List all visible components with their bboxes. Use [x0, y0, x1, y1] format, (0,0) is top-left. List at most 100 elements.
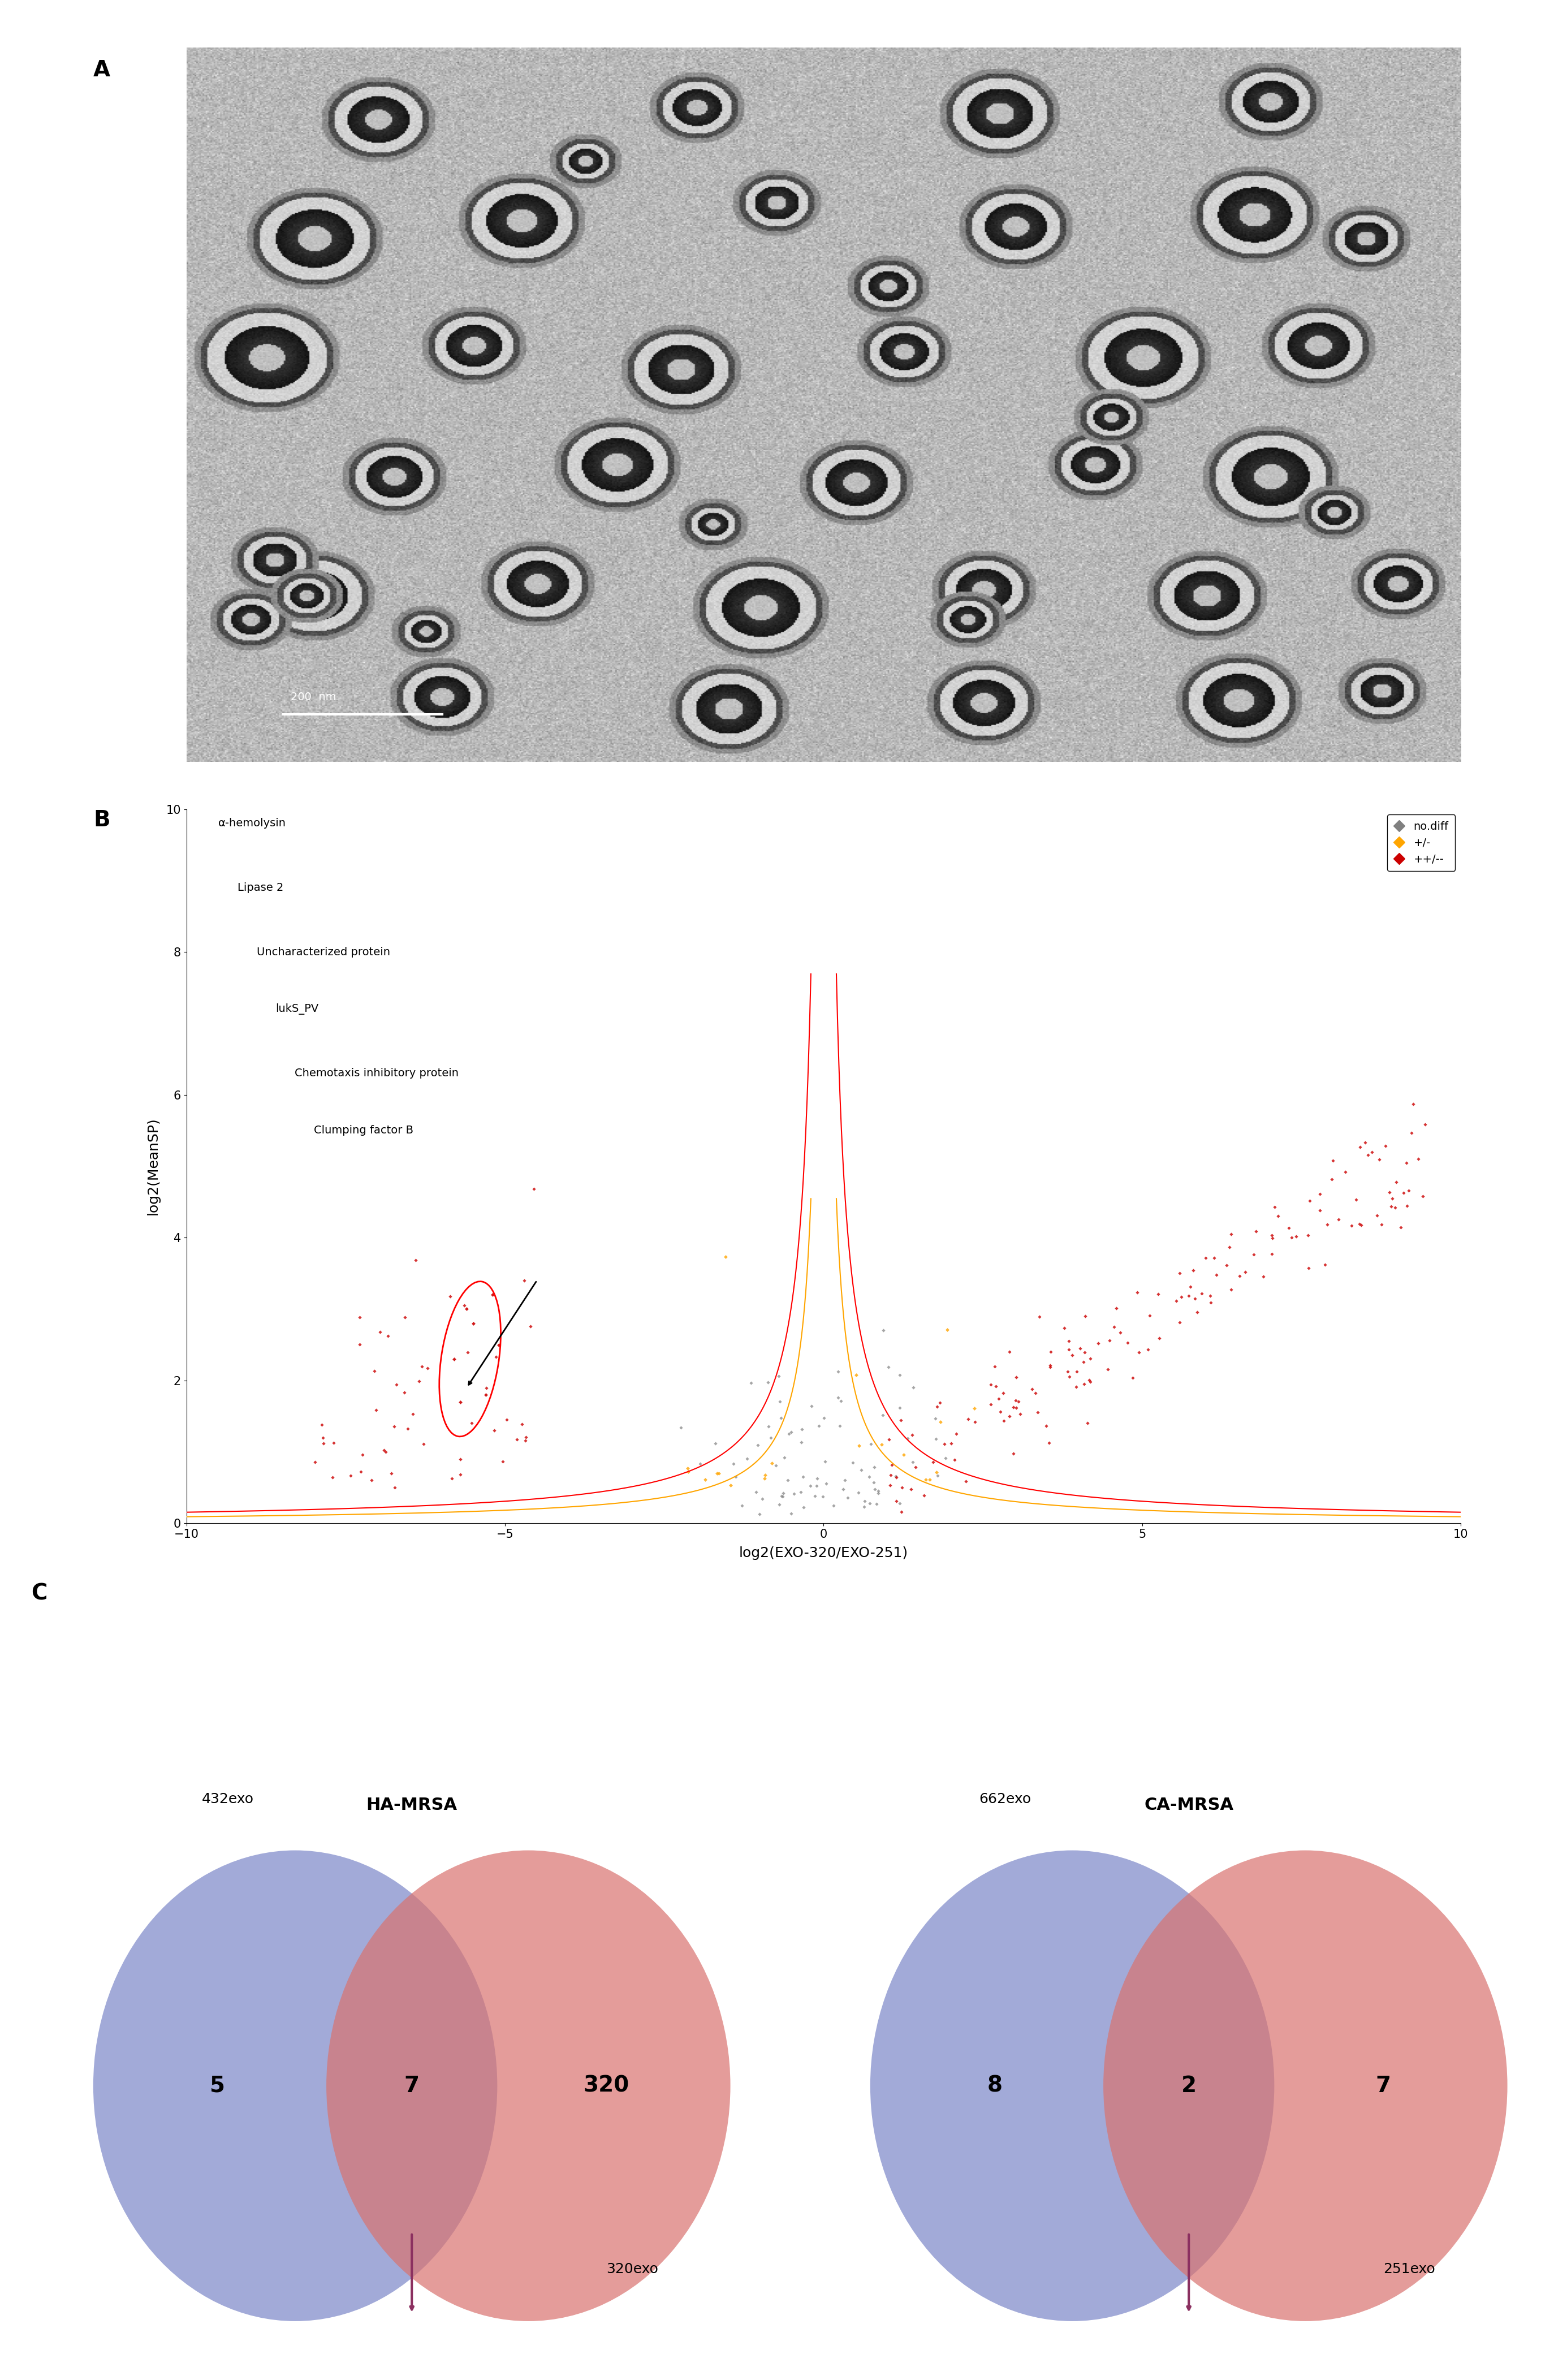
Point — [1057, 1357, 1082, 1395]
Point — [1218, 1216, 1243, 1254]
Point — [303, 1442, 328, 1480]
Point — [706, 1454, 730, 1492]
Point — [392, 1373, 416, 1411]
Point — [768, 1485, 793, 1523]
Point — [831, 1471, 856, 1509]
Point — [998, 1397, 1023, 1435]
Point — [1217, 1228, 1242, 1266]
Ellipse shape — [870, 1849, 1274, 2321]
Point — [991, 1402, 1016, 1440]
Point — [805, 1459, 830, 1497]
Point — [878, 1457, 903, 1495]
Point — [407, 1361, 432, 1399]
Point — [713, 1238, 738, 1276]
Point — [803, 1466, 828, 1504]
Point — [455, 1333, 480, 1371]
Point — [799, 1466, 824, 1504]
Point — [1164, 1283, 1189, 1321]
Point — [813, 1442, 838, 1480]
Point — [1136, 1330, 1161, 1368]
Point — [474, 1368, 499, 1407]
Point — [847, 1473, 872, 1511]
Point — [998, 1333, 1023, 1371]
Point — [1023, 1373, 1047, 1411]
Point — [813, 1464, 838, 1502]
Point — [1394, 1145, 1419, 1183]
Point — [923, 1399, 948, 1438]
Point — [922, 1442, 946, 1480]
Point — [1181, 1252, 1206, 1290]
Point — [1366, 1140, 1391, 1178]
Point — [1145, 1276, 1170, 1314]
Point — [1277, 1209, 1302, 1247]
Point — [474, 1376, 499, 1414]
Point — [1178, 1269, 1203, 1307]
Point — [914, 1461, 939, 1499]
Point — [900, 1442, 925, 1480]
Point — [791, 1457, 816, 1495]
Point — [1243, 1211, 1268, 1250]
Point — [1385, 1164, 1409, 1202]
Point — [769, 1399, 794, 1438]
Point — [889, 1402, 914, 1440]
Point — [847, 1426, 872, 1464]
Point — [1007, 1395, 1032, 1433]
Point — [1380, 1180, 1405, 1219]
Text: Lipase 2: Lipase 2 — [238, 883, 283, 892]
Point — [841, 1445, 866, 1483]
Point — [1064, 1352, 1089, 1390]
Point — [517, 1307, 542, 1345]
Point — [1340, 1207, 1364, 1245]
Point — [1077, 1364, 1102, 1402]
Point — [410, 1426, 435, 1464]
Point — [1397, 1171, 1422, 1209]
Point — [1262, 1188, 1287, 1226]
Point — [1315, 1204, 1340, 1242]
Text: lukS_PV: lukS_PV — [275, 1004, 319, 1014]
Point — [802, 1478, 827, 1516]
Point — [309, 1407, 334, 1445]
Text: 2: 2 — [1181, 2075, 1197, 2097]
Point — [1319, 1161, 1344, 1200]
Point — [1005, 1383, 1030, 1421]
Text: 5: 5 — [210, 2075, 225, 2097]
Point — [513, 1421, 538, 1459]
Point — [401, 1395, 426, 1433]
Point — [1260, 1219, 1285, 1257]
Point — [1298, 1180, 1322, 1219]
Point — [956, 1399, 981, 1438]
Point — [718, 1466, 743, 1504]
Point — [729, 1488, 754, 1526]
Point — [382, 1407, 407, 1445]
Point — [1383, 1188, 1408, 1226]
Point — [738, 1364, 763, 1402]
Point — [1183, 1280, 1207, 1319]
Point — [991, 1373, 1016, 1411]
Point — [1052, 1309, 1077, 1347]
Point — [1296, 1216, 1321, 1254]
Point — [1167, 1304, 1192, 1342]
Text: 251exo: 251exo — [1383, 2263, 1434, 2275]
Point — [1026, 1392, 1051, 1430]
Point — [751, 1480, 775, 1518]
Point — [862, 1471, 887, 1509]
Point — [1259, 1216, 1284, 1254]
Point — [1369, 1204, 1394, 1242]
Point — [901, 1368, 926, 1407]
Point — [844, 1357, 869, 1395]
Point — [1002, 1380, 1027, 1418]
Point — [861, 1464, 886, 1502]
Point — [1400, 1085, 1425, 1123]
Point — [789, 1423, 814, 1461]
Point — [668, 1409, 693, 1447]
Legend: no.diff, +/-, ++/--: no.diff, +/-, ++/-- — [1388, 814, 1455, 871]
Point — [752, 1457, 777, 1495]
Point — [1072, 1366, 1097, 1404]
Text: 200  nm: 200 nm — [291, 693, 336, 702]
Point — [311, 1418, 336, 1457]
Point — [858, 1426, 883, 1464]
Point — [1057, 1330, 1082, 1368]
Point — [925, 1457, 949, 1495]
Point — [771, 1478, 796, 1516]
Point — [348, 1299, 373, 1338]
